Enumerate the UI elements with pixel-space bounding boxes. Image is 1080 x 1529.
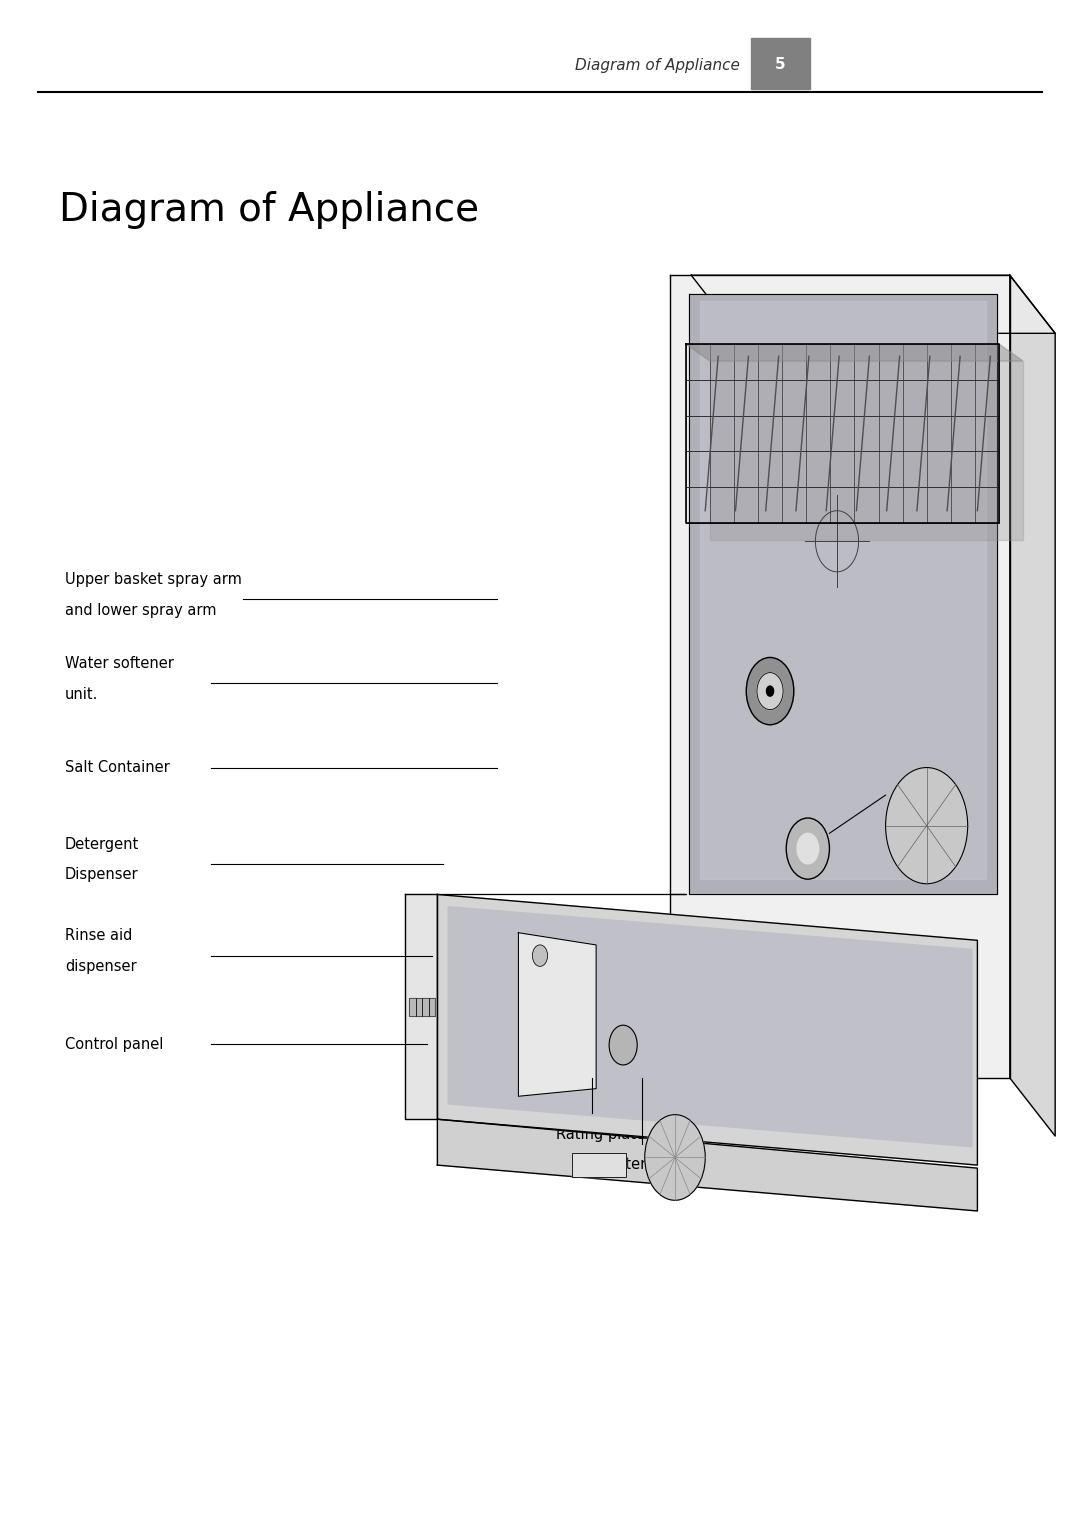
Circle shape — [609, 1024, 637, 1064]
Polygon shape — [437, 894, 977, 1165]
Text: Salt Container: Salt Container — [65, 760, 170, 775]
Polygon shape — [437, 1119, 977, 1211]
Bar — [572, 1153, 626, 1177]
Text: Rating plate: Rating plate — [556, 1127, 645, 1142]
Bar — [409, 997, 416, 1015]
Polygon shape — [691, 275, 1055, 333]
Circle shape — [645, 1115, 705, 1200]
Circle shape — [886, 768, 968, 884]
Circle shape — [746, 657, 794, 725]
Circle shape — [767, 687, 773, 696]
Text: and lower spray arm: and lower spray arm — [65, 602, 216, 618]
Circle shape — [797, 833, 819, 864]
Polygon shape — [686, 344, 1023, 361]
Polygon shape — [518, 933, 596, 1096]
Polygon shape — [1010, 275, 1055, 1136]
Bar — [422, 997, 429, 1015]
Polygon shape — [710, 361, 1023, 540]
Polygon shape — [670, 275, 1010, 1078]
Text: dispenser: dispenser — [65, 959, 136, 974]
Text: Upper basket spray arm: Upper basket spray arm — [65, 572, 242, 587]
Text: unit.: unit. — [65, 687, 98, 702]
Polygon shape — [448, 907, 972, 1147]
Text: Diagram of Appliance: Diagram of Appliance — [59, 191, 480, 229]
Bar — [429, 997, 435, 1015]
Bar — [429, 997, 435, 1015]
Circle shape — [532, 945, 548, 966]
Bar — [416, 997, 422, 1015]
Text: Diagram of Appliance: Diagram of Appliance — [575, 58, 740, 73]
Circle shape — [786, 818, 829, 879]
Bar — [572, 1153, 626, 1177]
Circle shape — [757, 673, 783, 709]
Polygon shape — [405, 894, 437, 1119]
Polygon shape — [689, 294, 997, 894]
Text: Control panel: Control panel — [65, 1037, 163, 1052]
Text: Filters: Filters — [610, 1157, 654, 1173]
Bar — [416, 997, 422, 1015]
Bar — [751, 38, 810, 89]
Bar — [422, 997, 429, 1015]
Text: Rinse aid: Rinse aid — [65, 928, 132, 943]
Text: Water softener: Water softener — [65, 656, 174, 671]
Polygon shape — [700, 301, 986, 879]
Text: Detergent: Detergent — [65, 836, 139, 852]
Text: Dispenser: Dispenser — [65, 867, 138, 882]
Text: 5: 5 — [774, 57, 785, 72]
Bar — [409, 997, 416, 1015]
